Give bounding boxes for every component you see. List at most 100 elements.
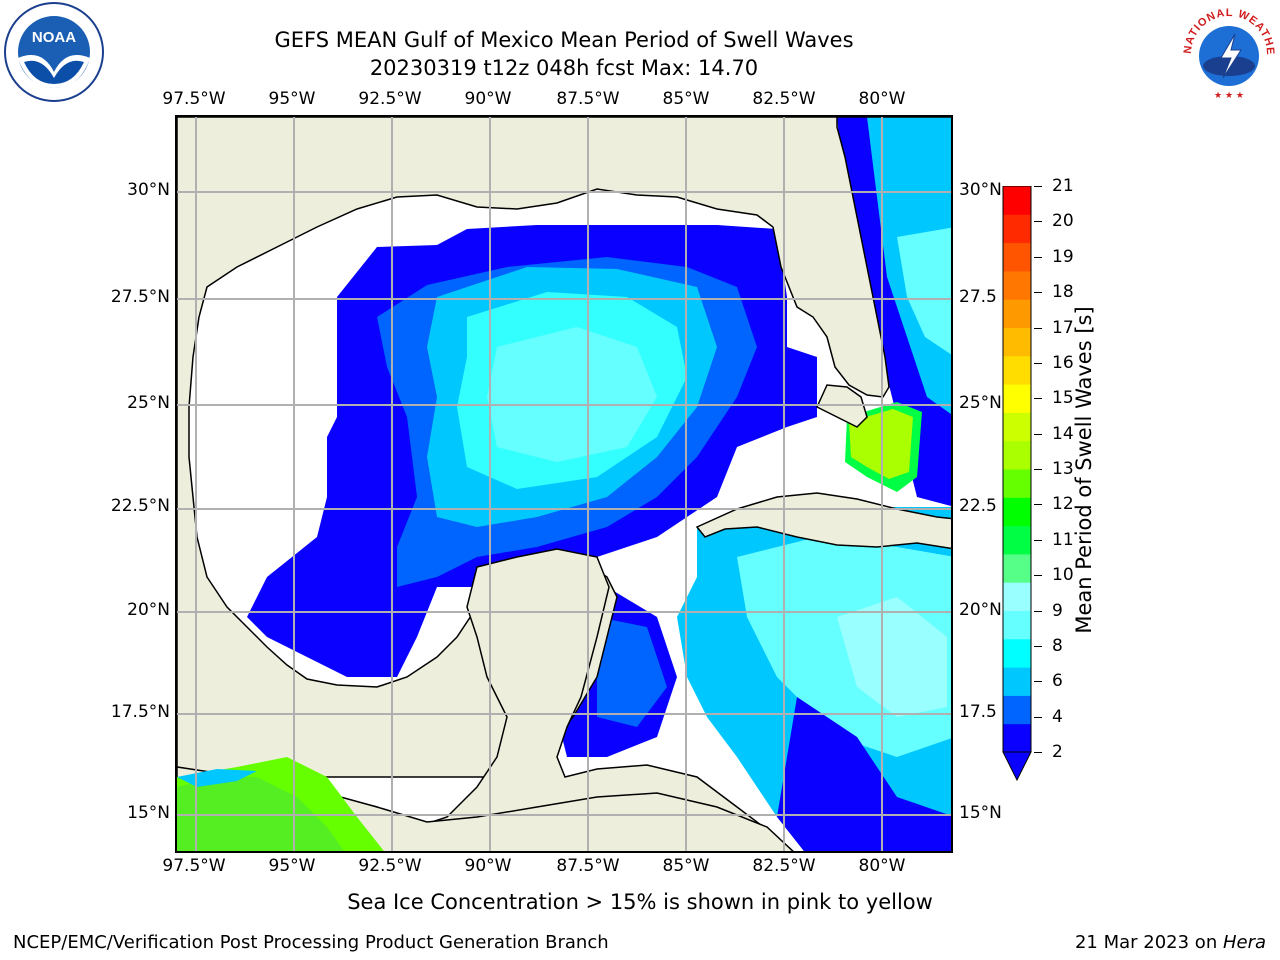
colorbar-segment [1003, 582, 1031, 611]
lat-label-right: 20°N [959, 600, 1002, 620]
colorbar-tick-mark [1034, 433, 1042, 435]
lon-label-bottom: 87.5°W [556, 856, 620, 876]
lat-label-left: 27.5°N [110, 287, 170, 307]
colorbar-tick-mark [1034, 398, 1042, 400]
colorbar-tick-mark [1034, 539, 1042, 541]
footer-credit: NCEP/EMC/Verification Post Processing Pr… [13, 932, 609, 953]
lat-label-left: 17.5°N [110, 702, 170, 722]
colorbar-tick-label: 20 [1052, 211, 1074, 232]
colorbar-tick-label: 19 [1052, 246, 1074, 267]
lat-label-right: 30°N [959, 180, 1002, 200]
chart-subtitle: 20230319 t12z 048h fcst Max: 14.70 [369, 56, 759, 80]
colorbar-tick-mark [1034, 292, 1042, 294]
nws-logo-icon: NATIONAL WEATHER SERVICE ★ ★ ★ [1173, 0, 1280, 106]
map-panel [175, 115, 953, 853]
colorbar-tick-mark [1034, 716, 1042, 718]
lon-label-top: 90°W [464, 89, 512, 109]
lat-label-left: 22.5°N [110, 496, 170, 516]
footer-host: Hera [1222, 932, 1266, 953]
colorbar [1000, 185, 1040, 788]
colorbar-segment [1003, 525, 1031, 555]
colorbar-segment [1003, 723, 1031, 753]
colorbar-tick-label: 14 [1052, 423, 1074, 444]
lon-label-top: 92.5°W [358, 89, 422, 109]
lat-label-left: 15°N [127, 803, 170, 823]
colorbar-tick-label: 10 [1052, 565, 1074, 586]
swell-field-layer [247, 117, 951, 851]
lon-label-top: 87.5°W [556, 89, 620, 109]
colorbar-tick-mark [1034, 610, 1042, 612]
lon-label-bottom: 82.5°W [752, 856, 816, 876]
svg-text:NOAA: NOAA [32, 29, 76, 46]
colorbar-tick-label: 21 [1052, 176, 1074, 196]
lat-label-right: 27.5 [959, 287, 997, 307]
colorbar-tick-mark [1034, 327, 1042, 329]
colorbar-segment [1003, 412, 1031, 442]
colorbar-tick-mark [1034, 362, 1042, 364]
lon-label-bottom: 95°W [268, 856, 316, 876]
colorbar-segment [1003, 384, 1031, 413]
colorbar-segment [1003, 638, 1031, 668]
colorbar-segment [1003, 270, 1031, 300]
chart-title: GEFS MEAN Gulf of Mexico Mean Period of … [274, 28, 854, 52]
colorbar-tick-mark [1034, 752, 1042, 753]
colorbar-tick-label: 13 [1052, 459, 1074, 479]
lat-label-left: 25°N [127, 393, 170, 413]
lat-label-right: 17.5 [959, 702, 997, 722]
footer-date-text: 21 Mar 2023 on [1074, 932, 1223, 953]
colorbar-segment [1003, 553, 1031, 583]
colorbar-tick-label: 2 [1052, 742, 1063, 762]
colorbar-segment [1003, 469, 1031, 498]
colorbar-tick-mark [1034, 504, 1042, 506]
colorbar-segment [1003, 214, 1031, 244]
map-canvas [177, 117, 951, 851]
colorbar-tick-label: 9 [1052, 600, 1063, 621]
colorbar-segment [1003, 695, 1031, 725]
colorbar-tick-mark [1034, 681, 1042, 683]
colorbar-segment [1003, 242, 1031, 272]
colorbar-tick-mark [1034, 221, 1042, 223]
lon-label-top: 80°W [858, 89, 906, 109]
colorbar-tick-mark [1034, 186, 1042, 187]
lon-label-bottom: 90°W [464, 856, 512, 876]
footer-date: 21 Mar 2023 on Hera [1075, 932, 1266, 953]
colorbar-tick-label: 6 [1052, 671, 1063, 692]
noaa-logo-icon: NOAA [2, 2, 106, 106]
lon-label-top: 85°W [662, 89, 710, 109]
lon-label-top: 95°W [268, 89, 316, 109]
lon-label-bottom: 80°W [858, 856, 906, 876]
lon-label-bottom: 85°W [662, 856, 710, 876]
colorbar-tick-mark [1034, 256, 1042, 258]
colorbar-tick-label: 11 [1052, 529, 1074, 550]
colorbar-segment [1003, 667, 1031, 696]
colorbar-segment [1003, 186, 1031, 215]
lat-label-left: 30°N [127, 180, 170, 200]
colorbar-extend-arrow [1002, 751, 1032, 782]
svg-text:★ ★ ★: ★ ★ ★ [1214, 91, 1244, 101]
lat-label-left: 20°N [127, 600, 170, 620]
colorbar-tick-label: 8 [1052, 635, 1063, 656]
colorbar-tick-mark [1034, 469, 1042, 470]
colorbar-segment [1003, 440, 1031, 470]
colorbar-tick-label: 17 [1052, 317, 1074, 338]
lat-label-right: 22.5 [959, 496, 997, 516]
colorbar-tick-mark [1034, 645, 1042, 647]
lat-label-right: 25°N [959, 393, 1002, 413]
sea-ice-note: Sea Ice Concentration > 15% is shown in … [347, 890, 933, 914]
colorbar-tick-label: 15 [1052, 388, 1074, 409]
lon-label-bottom: 97.5°W [162, 856, 226, 876]
colorbar-segment [1003, 355, 1031, 385]
colorbar-segment [1003, 299, 1031, 328]
colorbar-tick-label: 18 [1052, 282, 1074, 303]
colorbar-segment [1003, 327, 1031, 357]
colorbar-tick-mark [1034, 575, 1042, 577]
graticule-layer [177, 117, 951, 851]
colorbar-tick-label: 12 [1052, 494, 1074, 515]
lat-label-right: 15°N [959, 803, 1002, 823]
colorbar-segment [1003, 497, 1031, 527]
lon-label-bottom: 92.5°W [358, 856, 422, 876]
colorbar-tick-label: 4 [1052, 706, 1063, 727]
colorbar-tick-label: 16 [1052, 352, 1074, 373]
lon-label-top: 82.5°W [752, 89, 816, 109]
lon-label-top: 97.5°W [162, 89, 226, 109]
